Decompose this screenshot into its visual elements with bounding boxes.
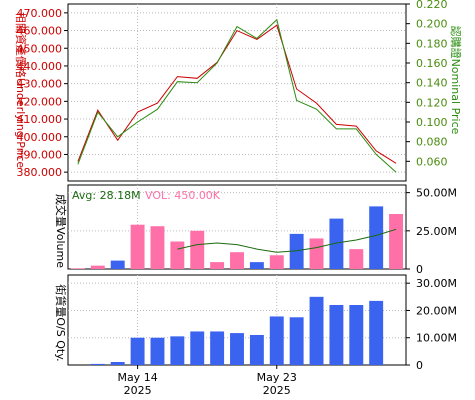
price-left-tick-label-4: 420.000 [17, 95, 63, 108]
outstanding-tick-label-1: 10.00M [416, 332, 457, 345]
outstanding-bar-6 [190, 331, 205, 365]
outstanding-bar-3 [130, 337, 145, 365]
volume-bar-2 [110, 260, 125, 269]
volume-panel: 0 25.00M 50.00M [67, 184, 457, 276]
price-left-tick-label-5: 430.000 [17, 78, 63, 91]
outstanding-bar-13 [329, 305, 344, 365]
x-tick-label-1: May 23 [257, 371, 297, 384]
outstanding-bar-14 [349, 305, 364, 365]
volume-average-line [177, 228, 397, 253]
outstanding-bar-9 [249, 335, 264, 365]
warrant-price-line [77, 18, 397, 173]
outstanding-bar-5 [170, 336, 185, 365]
volume-bar-10 [269, 255, 284, 269]
price-right-tick-label-2: 0.100 [416, 116, 448, 129]
price-right-tick-label-3: 0.120 [416, 96, 448, 109]
outstanding-bar-1 [90, 363, 105, 365]
volume-bar-1 [90, 265, 105, 269]
outstanding-bar-11 [289, 317, 304, 365]
outstanding-bar-12 [309, 296, 324, 365]
outstanding-tick-label-0: 0 [416, 359, 423, 372]
volume-bar-12 [309, 238, 324, 269]
volume-bar-13 [329, 218, 344, 269]
x-tick-year-0: 2025 [124, 384, 152, 397]
volume-bar-6 [190, 230, 205, 269]
outstanding-bar-7 [210, 331, 225, 365]
volume-bar-9 [249, 262, 264, 269]
volume-bar-5 [170, 241, 185, 269]
volume-panel-ylabel: 成交量Volume [54, 194, 68, 268]
price-panel-left-ylabel: 相關資產價格Underlying Price [14, 12, 28, 168]
price-left-tick-label-8: 460.000 [17, 25, 63, 38]
volume-current-label: VOL: 450.00K [145, 189, 221, 202]
price-right-tick-label-6: 0.180 [416, 37, 448, 50]
price-left-tick-label-7: 450.000 [17, 42, 63, 55]
price-left-tick-label-6: 440.000 [17, 60, 63, 73]
price-left-tick-label-0: 380.000 [17, 166, 63, 179]
outstanding-panel-ylabel: 街貨量O/S Qty. [54, 284, 68, 361]
outstanding-bar-15 [369, 300, 384, 365]
price-right-tick-label-5: 0.160 [416, 57, 448, 70]
volume-bar-14 [349, 249, 364, 269]
volume-bar-3 [130, 224, 145, 269]
volume-tick-label-0: 0 [416, 263, 423, 276]
underlying-price-line [77, 24, 397, 164]
price-right-tick-label-0: 0.060 [416, 155, 448, 168]
volume-bar-16 [389, 214, 404, 269]
volume-bar-11 [289, 233, 304, 269]
price-right-tick-label-7: 0.200 [416, 18, 448, 31]
price-left-tick-label-9: 470.000 [17, 7, 63, 20]
outstanding-bar-2 [110, 362, 125, 365]
price-right-tick-label-4: 0.140 [416, 77, 448, 90]
price-panel-right-ylabel: 認購證Nominal Price [449, 26, 463, 135]
price-left-tick-label-3: 410.000 [17, 113, 63, 126]
outstanding-bar-8 [230, 333, 244, 365]
price-panel-frame [67, 3, 407, 182]
price-left-tick-label-2: 400.000 [17, 131, 63, 144]
outstanding-panel: 0 10.00M 20.00M 30.00M [67, 274, 457, 372]
volume-bar-7 [210, 262, 225, 269]
price-panel: 380.000 390.000 400.000 410.000 420.000 430.0… [17, 0, 448, 182]
outstanding-bar-10 [269, 316, 284, 365]
volume-average-label: Avg: 28.18M [72, 189, 141, 202]
price-right-tick-label-8: 0.220 [416, 0, 448, 11]
volume-bar-8 [230, 252, 244, 269]
price-right-tick-label-1: 0.080 [416, 136, 448, 149]
x-tick-label-0: May 14 [117, 371, 157, 384]
outstanding-tick-label-3: 30.00M [416, 277, 457, 290]
volume-tick-label-2: 50.00M [416, 187, 457, 200]
volume-tick-label-1: 25.00M [416, 225, 457, 238]
price-left-tick-label-1: 390.000 [17, 148, 63, 161]
x-tick-year-1: 2025 [263, 384, 291, 397]
volume-bar-15 [369, 206, 384, 269]
outstanding-tick-label-2: 20.00M [416, 304, 457, 317]
volume-bar-0 [70, 268, 85, 269]
outstanding-bar-4 [150, 337, 165, 365]
volume-bar-4 [150, 226, 165, 269]
